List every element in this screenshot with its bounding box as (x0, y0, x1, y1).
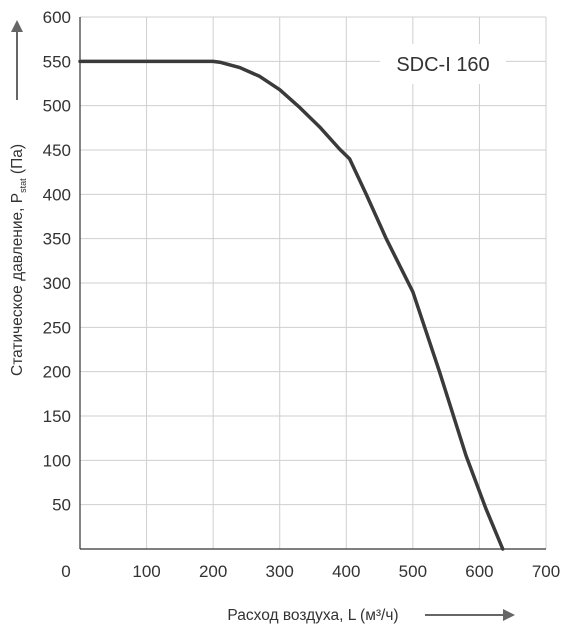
axes (79, 17, 546, 550)
y-axis-arrow (11, 20, 23, 100)
y-tick-label: 500 (43, 97, 71, 116)
y-tick-label: 400 (43, 185, 71, 204)
y-axis-title-prefix: Статическое давление, P (9, 193, 26, 376)
y-tick-label: 350 (43, 230, 71, 249)
y-tick-label: 150 (43, 407, 71, 426)
x-axis-title: Расход воздуха, L (м³/ч) (227, 607, 398, 624)
y-tick-label: 50 (52, 496, 71, 515)
series-line (78, 59, 505, 551)
tick-labels: 0 100 200 300 400 500 600 700 50 100 150 200 250 300 3… (43, 8, 561, 581)
annotation-box: SDC-I 160 (380, 44, 506, 84)
x-tick-label: 100 (132, 562, 160, 581)
x-tick-label: 700 (532, 562, 560, 581)
y-axis-title-suffix: (Па) (9, 144, 26, 178)
y-tick-label: 200 (43, 363, 71, 382)
y-tick-label: 100 (43, 451, 71, 470)
svg-text:Статическое давление, Pstat (П: Статическое давление, Pstat (Па) (9, 144, 28, 376)
y-tick-label: 600 (43, 8, 71, 27)
x-axis-arrow (425, 609, 515, 621)
x-tick-label: 0 (61, 562, 70, 581)
y-axis-title-subscript: stat (18, 178, 28, 193)
y-tick-label: 300 (43, 274, 71, 293)
grid (80, 16, 547, 549)
x-tick-label: 300 (266, 562, 294, 581)
y-tick-label: 450 (43, 141, 71, 160)
y-tick-label: 550 (43, 52, 71, 71)
series (78, 59, 505, 551)
x-tick-label: 200 (199, 562, 227, 581)
y-tick-label: 250 (43, 318, 71, 337)
y-axis-title: Статическое давление, Pstat (Па) (9, 144, 28, 376)
model-annotation: SDC-I 160 (396, 54, 489, 76)
x-tick-label: 500 (399, 562, 427, 581)
x-tick-label: 600 (465, 562, 493, 581)
x-tick-label: 400 (332, 562, 360, 581)
